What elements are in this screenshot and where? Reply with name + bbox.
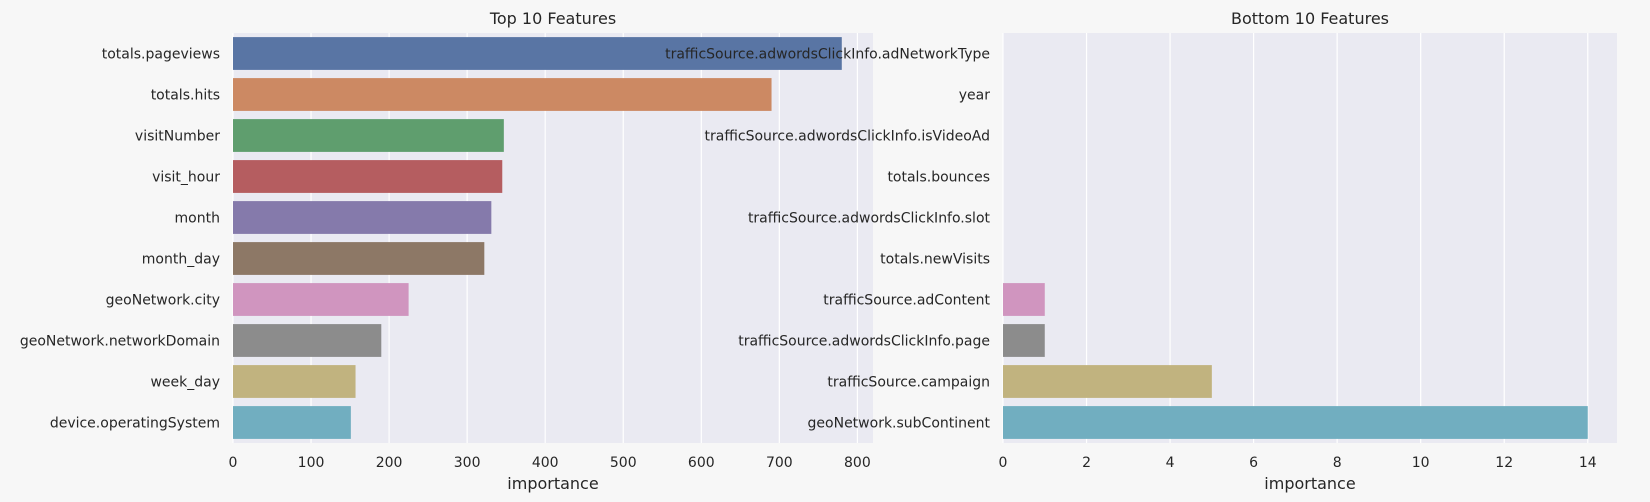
- top-bar: [233, 160, 503, 193]
- bottom-category-label: geoNetwork.subContinent: [808, 416, 991, 432]
- top-x-tick-label: 0: [229, 455, 238, 471]
- bottom-category-label: totals.newVisits: [880, 252, 990, 268]
- top-x-tick-label: 100: [298, 455, 325, 471]
- bottom-category-label: trafficSource.adwordsClickInfo.isVideoAd: [705, 129, 990, 145]
- top-x-tick-label: 700: [766, 455, 793, 471]
- top-category-label: month_day: [142, 252, 220, 268]
- top-bar: [233, 78, 772, 111]
- top-category-label: device.operatingSystem: [50, 416, 220, 432]
- top-x-tick-label: 300: [454, 455, 481, 471]
- top-bar: [233, 365, 356, 398]
- top-bar: [233, 324, 382, 357]
- bottom-category-label: trafficSource.adwordsClickInfo.adNetwork…: [665, 47, 990, 63]
- top-category-label: week_day: [150, 375, 220, 391]
- top-category-label: totals.pageviews: [102, 47, 220, 63]
- top-category-label: visitNumber: [135, 129, 220, 145]
- bottom-category-label: trafficSource.campaign: [827, 375, 990, 391]
- top-category-label: geoNetwork.city: [106, 293, 220, 309]
- top-x-axis-label: importance: [507, 474, 598, 493]
- bottom-x-tick-label: 8: [1333, 455, 1342, 471]
- bottom-category-label: trafficSource.adContent: [823, 293, 990, 309]
- bottom-x-tick-label: 2: [1082, 455, 1091, 471]
- top-x-tick-label: 400: [532, 455, 559, 471]
- top-bar: [233, 242, 485, 275]
- bottom-bar: [1003, 283, 1045, 316]
- bottom-x-tick-label: 4: [1166, 455, 1175, 471]
- top-bar: [233, 406, 351, 439]
- bottom-x-axis-label: importance: [1264, 474, 1355, 493]
- top-x-tick-label: 200: [376, 455, 403, 471]
- top-bar: [233, 37, 842, 70]
- bottom-category-label: trafficSource.adwordsClickInfo.page: [738, 334, 990, 350]
- top-category-label: month: [175, 211, 220, 227]
- bottom-x-tick-label: 12: [1495, 455, 1513, 471]
- top-category-label: totals.hits: [151, 88, 220, 104]
- bottom-chart: trafficSource.adwordsClickInfo.adNetwork…: [665, 9, 1617, 493]
- top-bar: [233, 119, 504, 152]
- top-category-label: geoNetwork.networkDomain: [20, 334, 220, 350]
- bottom-x-tick-label: 0: [999, 455, 1008, 471]
- bottom-category-label: trafficSource.adwordsClickInfo.slot: [748, 211, 991, 227]
- bottom-x-tick-label: 14: [1579, 455, 1597, 471]
- bottom-category-label: year: [959, 88, 990, 104]
- top-category-label: visit_hour: [152, 170, 220, 186]
- bottom-chart-title: Bottom 10 Features: [1231, 9, 1389, 28]
- bottom-bar: [1003, 365, 1212, 398]
- bottom-x-tick-label: 6: [1249, 455, 1258, 471]
- top-x-tick-label: 500: [610, 455, 637, 471]
- bottom-bar: [1003, 324, 1045, 357]
- top-bar: [233, 201, 492, 234]
- bottom-bar: [1003, 406, 1588, 439]
- top-bar: [233, 283, 409, 316]
- top-chart: totals.pageviews totals.hits visitNumber vi…: [20, 9, 873, 493]
- top-x-tick-label: 800: [844, 455, 871, 471]
- top-chart-title: Top 10 Features: [489, 9, 616, 28]
- top-x-tick-label: 600: [688, 455, 715, 471]
- bottom-x-tick-label: 10: [1412, 455, 1430, 471]
- bottom-category-label: totals.bounces: [887, 170, 990, 186]
